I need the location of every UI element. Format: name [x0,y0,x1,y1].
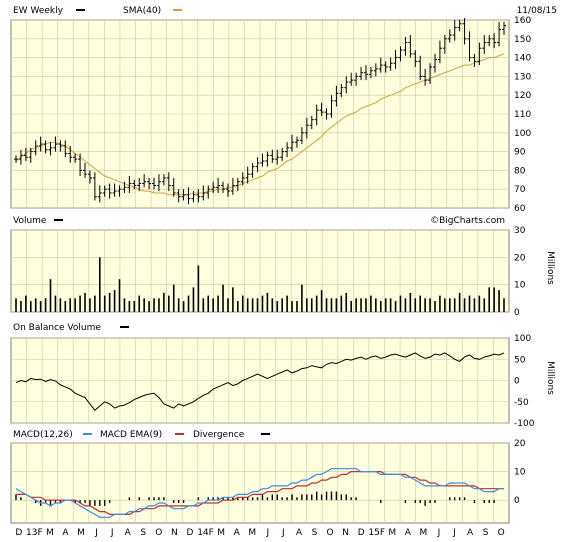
volume-ylabel: Millions [545,251,555,285]
x-tick-label: J [265,528,269,538]
macd-grid [11,442,509,523]
y-tick-label: 150 [514,35,531,45]
y-tick-label: -50 [514,398,529,408]
obv-grid [11,337,509,424]
volume-y-axis: 0 10 20 30 [514,226,526,318]
y-tick-label: 20 [514,253,526,263]
x-tick-label: 14F [197,528,214,538]
y-tick-label: -100 [514,419,535,429]
x-tick-label: J [437,528,441,538]
ema-legend-label: MACD EMA(9) [100,430,162,440]
volume-legend-label: Volume [13,216,47,226]
x-tick-label: M [248,528,256,538]
x-tick-label: N [342,528,349,538]
y-tick-label: 130 [514,72,531,82]
y-tick-label: 160 [514,16,531,26]
x-tick-label: 13F [26,528,43,538]
x-tick-label: O [326,528,333,538]
macd-legend-label: MACD(12,26) [13,430,73,440]
y-tick-label: 10 [514,281,526,291]
ticker-label: EW Weekly [13,6,64,16]
x-tick-label: A [62,528,69,538]
obv-panel: On Balance Volume -100 -50 0 50 100 Millions [10,323,555,429]
watermark: ©BigCharts.com [430,216,505,226]
price-grid [11,19,509,209]
y-tick-label: 0 [514,308,520,318]
x-tick-label: J [281,528,285,538]
x-tick-label: S [312,528,318,538]
y-tick-label: 0 [514,496,520,506]
obv-line [15,352,505,412]
y-tick-label: 30 [514,226,526,236]
volume-bars [15,257,505,312]
x-tick-label: O [498,528,505,538]
y-tick-label: 100 [514,334,531,344]
sma-line [15,53,505,196]
volume-grid [11,229,509,313]
y-tick-label: 120 [514,91,531,101]
price-y-axis: 60 70 80 90 100 110 120 130 140 150 160 [514,16,531,214]
macd-panel: MACD(12,26) MACD EMA(9) Divergence 0 10 20 [10,430,526,524]
ema-legend-swatch [175,433,184,435]
y-tick-label: 60 [514,204,526,214]
ema-line [16,471,504,516]
x-tick-label: A [405,528,412,538]
sma-legend-swatch [173,9,182,11]
x-tick-label: D [358,528,365,538]
x-tick-label: S [483,528,489,538]
x-tick-label: D [187,528,194,538]
x-tick-label: O [155,528,162,538]
sma-legend-label: SMA(40) [123,6,161,16]
divergence-legend-label: Divergence [193,430,245,440]
y-tick-label: 110 [514,110,531,120]
chart-date: 11/08/15 [517,6,557,16]
x-tick-label: M [77,528,85,538]
x-tick-label: A [296,528,303,538]
y-tick-label: 10 [514,468,526,478]
volume-legend-swatch [54,219,63,221]
x-tick-label: A [234,528,241,538]
macd-line [15,468,504,518]
x-tick-label: M [46,528,54,538]
y-tick-label: 80 [514,166,526,176]
x-tick-label: J [110,528,114,538]
y-tick-label: 50 [514,355,526,365]
x-tick-label: A [467,528,474,538]
y-tick-label: 100 [514,129,531,139]
ticker-legend-swatch [76,9,85,11]
x-tick-label: S [140,528,146,538]
divergence-legend-swatch [261,433,270,435]
x-tick-label: M [420,528,428,538]
y-tick-label: 20 [514,439,526,449]
divergence-bars [15,491,495,506]
x-tick-label: D [15,528,22,538]
y-tick-label: 140 [514,54,531,64]
x-tick-label: M [388,528,396,538]
obv-legend-label: On Balance Volume [13,323,101,333]
x-tick-label: 15F [368,528,385,538]
price-bars [14,18,506,205]
obv-ylabel: Millions [545,361,555,395]
macd-y-axis: 0 10 20 [514,439,526,506]
x-tick-label: M [217,528,225,538]
y-tick-label: 70 [514,185,526,195]
obv-legend-swatch [120,326,129,328]
x-tick-label: J [452,528,456,538]
volume-panel: Volume ©BigCharts.com 0 10 20 30 Millions [10,216,555,318]
y-tick-label: 0 [514,377,520,387]
x-tick-label: A [125,528,132,538]
macd-legend-swatch [83,433,92,435]
x-tick-label: N [171,528,178,538]
x-tick-label: J [94,528,98,538]
x-axis: D 13F M A M J J A S O N D 14F M A M J J A S O N D 15F M A M J J A S O [15,528,504,538]
y-tick-label: 90 [514,148,526,158]
obv-y-axis: -100 -50 0 50 100 [514,334,535,429]
